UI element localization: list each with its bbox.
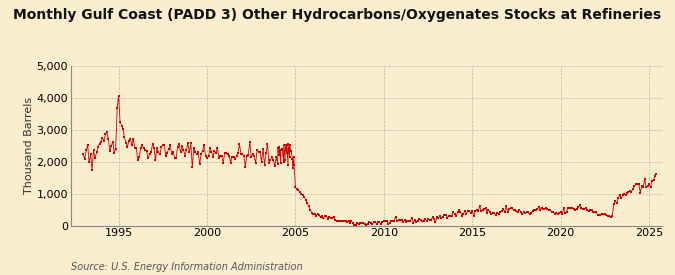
Text: Monthly Gulf Coast (PADD 3) Other Hydrocarbons/Oxygenates Stocks at Refineries: Monthly Gulf Coast (PADD 3) Other Hydroc…	[14, 8, 662, 22]
Y-axis label: Thousand Barrels: Thousand Barrels	[24, 97, 34, 194]
Text: Source: U.S. Energy Information Administration: Source: U.S. Energy Information Administ…	[71, 262, 302, 272]
